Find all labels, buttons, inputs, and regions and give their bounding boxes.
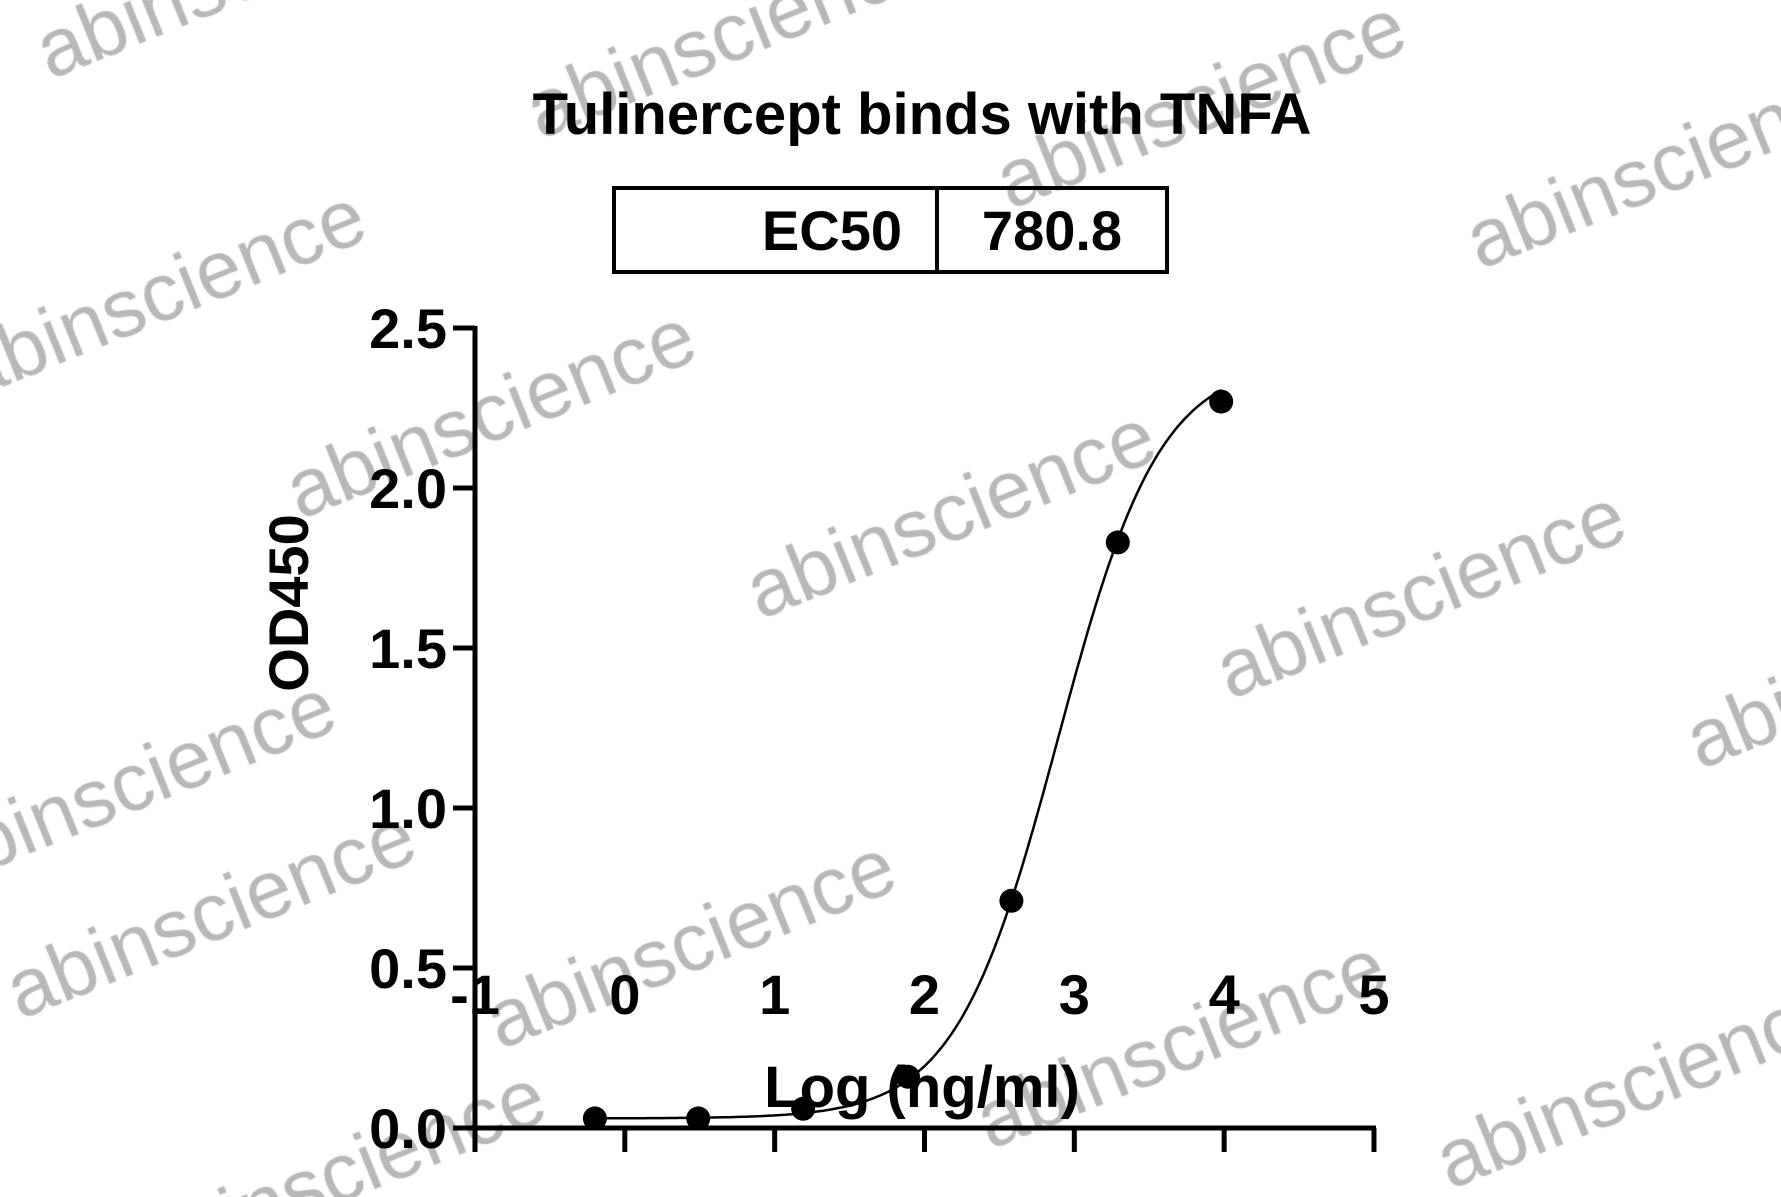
y-tick-label: 1.0 [369, 777, 447, 840]
chart-title: Tulinercept binds with TNFA [533, 82, 1312, 147]
data-point [896, 1064, 921, 1089]
x-tick-label: 0 [609, 963, 640, 1026]
x-axis-label: Log (ng/ml) [764, 1055, 1080, 1120]
y-tick-label: 1.5 [369, 617, 447, 680]
ec50-label: EC50 [762, 199, 902, 262]
data-point [999, 888, 1024, 913]
x-tick-label: -1 [450, 963, 500, 1026]
axes: 0.0 0.5 1.0 1.5 2.0 2.5 -1 0 1 2 3 4 5 [369, 297, 1389, 1160]
ec50-table-border [612, 186, 1169, 274]
ec50-table: EC50 780.8 [612, 186, 1169, 274]
data-point [791, 1096, 816, 1121]
data-point [1209, 389, 1234, 414]
y-tick-label: 0.5 [369, 937, 447, 1000]
x-tick-label: 5 [1358, 963, 1389, 1026]
points-layer [582, 389, 1234, 1131]
data-point [1105, 530, 1130, 555]
y-tick-label: 0.0 [369, 1097, 447, 1160]
x-tick-label: 2 [909, 963, 940, 1026]
ec50-value: 780.8 [982, 199, 1122, 262]
x-tick-label: 4 [1209, 963, 1240, 1026]
x-tick-label: 3 [1059, 963, 1090, 1026]
y-axis-label: OD450 [257, 514, 320, 691]
x-tick-label: 1 [759, 963, 790, 1026]
y-tick-label: 2.0 [369, 457, 447, 520]
y-tick-label: 2.5 [369, 297, 447, 360]
data-point [686, 1106, 711, 1131]
data-point [582, 1106, 607, 1131]
